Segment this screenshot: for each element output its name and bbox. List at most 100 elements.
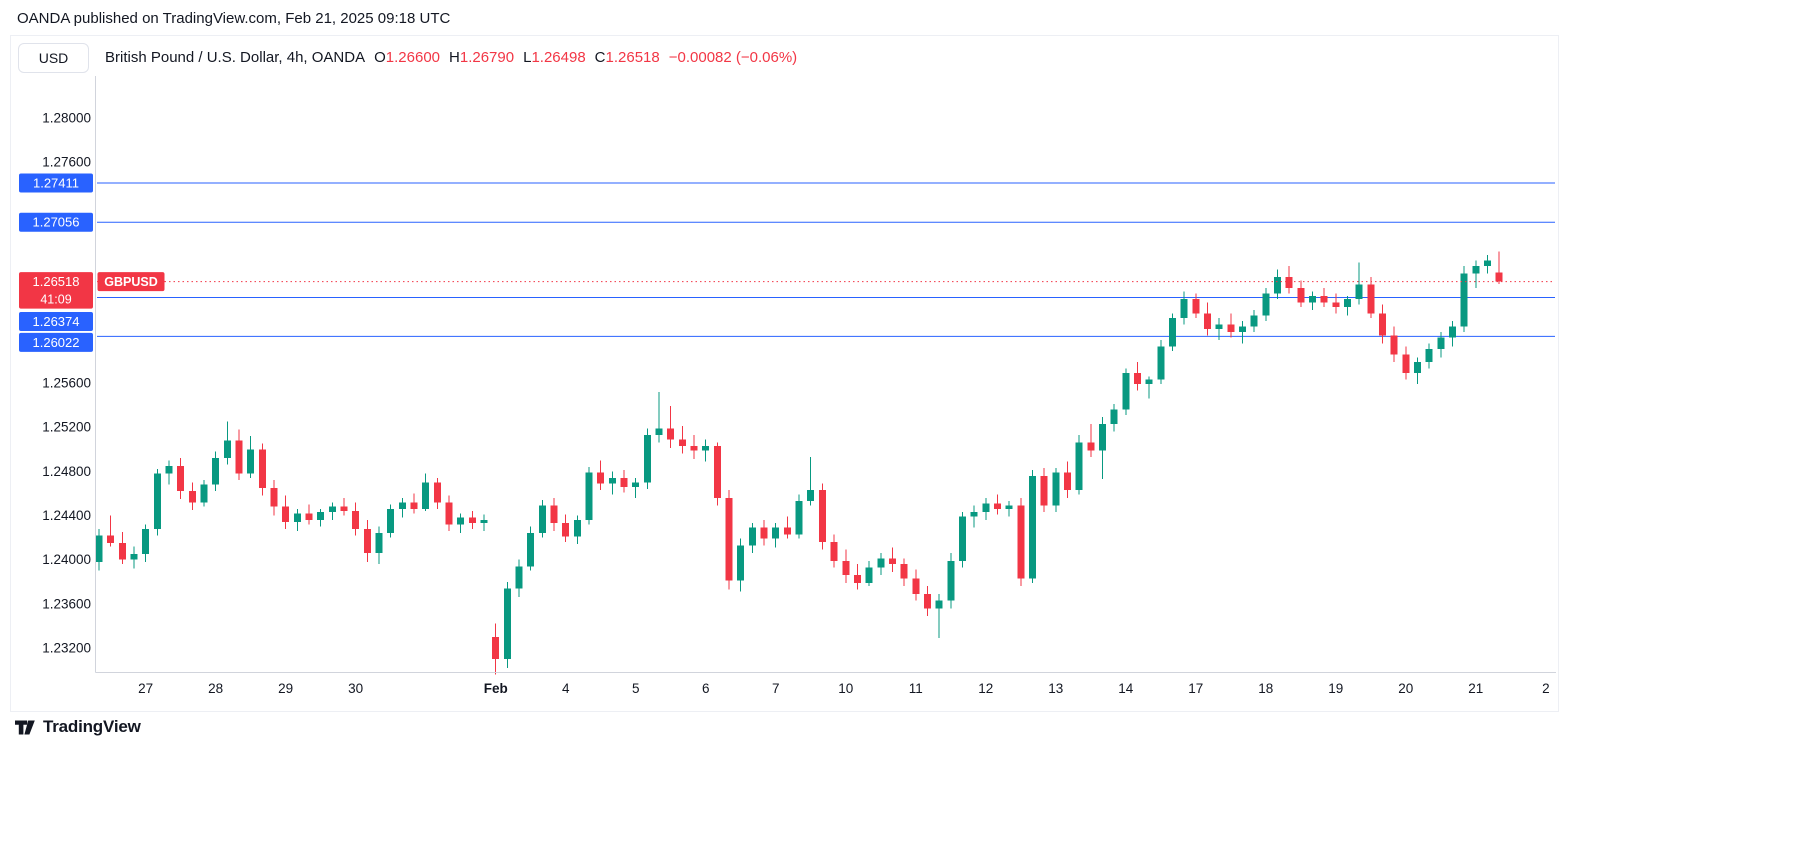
candle-up [247, 449, 255, 474]
time-tick-label: 17 [1188, 681, 1203, 696]
close-value: 1.26518 [605, 49, 660, 66]
candle-down [1332, 302, 1340, 307]
time-tick-label: 14 [1118, 681, 1134, 696]
time-tick-label: 13 [1048, 681, 1063, 696]
level-price-badge-text: 1.26022 [33, 335, 80, 350]
candle-up [632, 482, 640, 487]
candle-down [118, 543, 126, 560]
high-value: 1.26790 [459, 49, 515, 66]
candle-up [387, 508, 395, 534]
candle-down [1297, 288, 1305, 303]
currency-toggle-button[interactable]: USD [18, 43, 89, 73]
candle-down [410, 502, 418, 509]
tradingview-logo[interactable]: TradingView [14, 717, 141, 737]
candle-up [970, 512, 978, 517]
last-price-badge-rect [19, 272, 93, 309]
candle-up [1075, 442, 1083, 491]
symbol-tag-text: GBPUSD [104, 275, 157, 289]
candle-up [807, 490, 815, 502]
candle-down [888, 558, 896, 565]
candle-up [795, 501, 803, 535]
candle-up [585, 472, 593, 520]
candle-up [1273, 277, 1281, 294]
low-label: L [523, 49, 532, 66]
candle-up [480, 519, 488, 524]
candle-up [422, 482, 430, 509]
candle-down [597, 472, 605, 484]
time-tick-label: 7 [772, 681, 780, 696]
candle-down [818, 490, 826, 543]
candle-down [678, 439, 686, 446]
open-value: 1.26600 [385, 49, 441, 66]
candle-down [1390, 335, 1398, 355]
time-tick-label: 19 [1328, 681, 1343, 696]
candle-up [1122, 373, 1130, 410]
time-tick-label: 5 [632, 681, 640, 696]
time-tick-label: 29 [278, 681, 293, 696]
candle-down [340, 506, 348, 512]
candle-up [398, 502, 406, 509]
candle-down [993, 503, 1001, 509]
candle-down [282, 506, 290, 523]
candle-up [503, 588, 511, 660]
time-tick-label: 10 [838, 681, 853, 696]
countdown-text: 41:09 [40, 293, 71, 307]
candle-up [1460, 273, 1468, 327]
candle-down [1133, 373, 1141, 385]
candle-down [433, 482, 441, 503]
level-price-badge-text: 1.27056 [33, 215, 80, 230]
candle-up [1343, 299, 1351, 307]
level-price-badge [19, 173, 93, 193]
candle-up [1483, 260, 1491, 266]
candle-up [515, 566, 523, 589]
candle-up [527, 533, 535, 567]
candle-up [935, 600, 943, 609]
time-tick-label: 30 [348, 681, 363, 696]
candle-down [1017, 505, 1025, 579]
candle-up [1413, 362, 1421, 374]
time-axis-labels[interactable]: 27 28 29 30 Feb 4 5 6 7 10 11 12 13 14 17 18 19 20 21 2 [138, 681, 1549, 696]
high-label: H [449, 49, 460, 66]
candle-up [1157, 346, 1165, 380]
time-tick-label: 21 [1468, 681, 1483, 696]
time-tick-label: 20 [1398, 681, 1413, 696]
candle-down [1402, 354, 1410, 374]
candle-up [608, 477, 616, 484]
candle-up [538, 505, 546, 534]
candle-up [1180, 299, 1188, 318]
candle-down [912, 578, 920, 594]
candle-up [1005, 505, 1013, 509]
candle-up [1098, 423, 1106, 451]
candle-down [363, 528, 371, 554]
candle-up [865, 567, 873, 583]
symbol-title[interactable]: British Pound / U.S. Dollar, 4h, OANDA [105, 49, 366, 66]
candle-up [1262, 293, 1270, 316]
candle-down [352, 511, 360, 529]
time-tick-label: 2 [1542, 681, 1550, 696]
time-tick-label: 28 [208, 681, 223, 696]
price-tick-label: 1.27600 [42, 155, 91, 170]
candle-down [562, 523, 570, 537]
change-value: −0.00082 (−0.06%) [668, 49, 798, 66]
last-price-badge: 1.26518 41:09 [19, 272, 93, 309]
candle-up [877, 558, 885, 568]
candle-up [200, 484, 208, 503]
candle-up [1215, 324, 1223, 329]
candle-down [830, 542, 838, 561]
candle-down [667, 428, 675, 440]
candle-down [620, 477, 628, 487]
price-level-badges: 1.27411 1.27056 1.26374 1.26022 [19, 173, 93, 352]
candle-up [375, 533, 383, 554]
candle-down [1285, 277, 1293, 289]
candle-up [702, 445, 710, 451]
axes[interactable] [95, 76, 1557, 673]
candle-up [1437, 337, 1445, 349]
candlestick-chart[interactable]: 1.28000 1.27600 1.25600 1.25200 1.24800 1.244… [11, 36, 1556, 709]
candle-up [958, 516, 966, 561]
candle-down [1320, 295, 1328, 303]
candle-up [1250, 315, 1258, 327]
candle-down [900, 564, 908, 579]
price-tick-label: 1.28000 [42, 111, 91, 126]
candle-up [293, 513, 301, 523]
price-axis-labels[interactable]: 1.28000 1.27600 1.25600 1.25200 1.24800 1.244… [42, 111, 91, 656]
